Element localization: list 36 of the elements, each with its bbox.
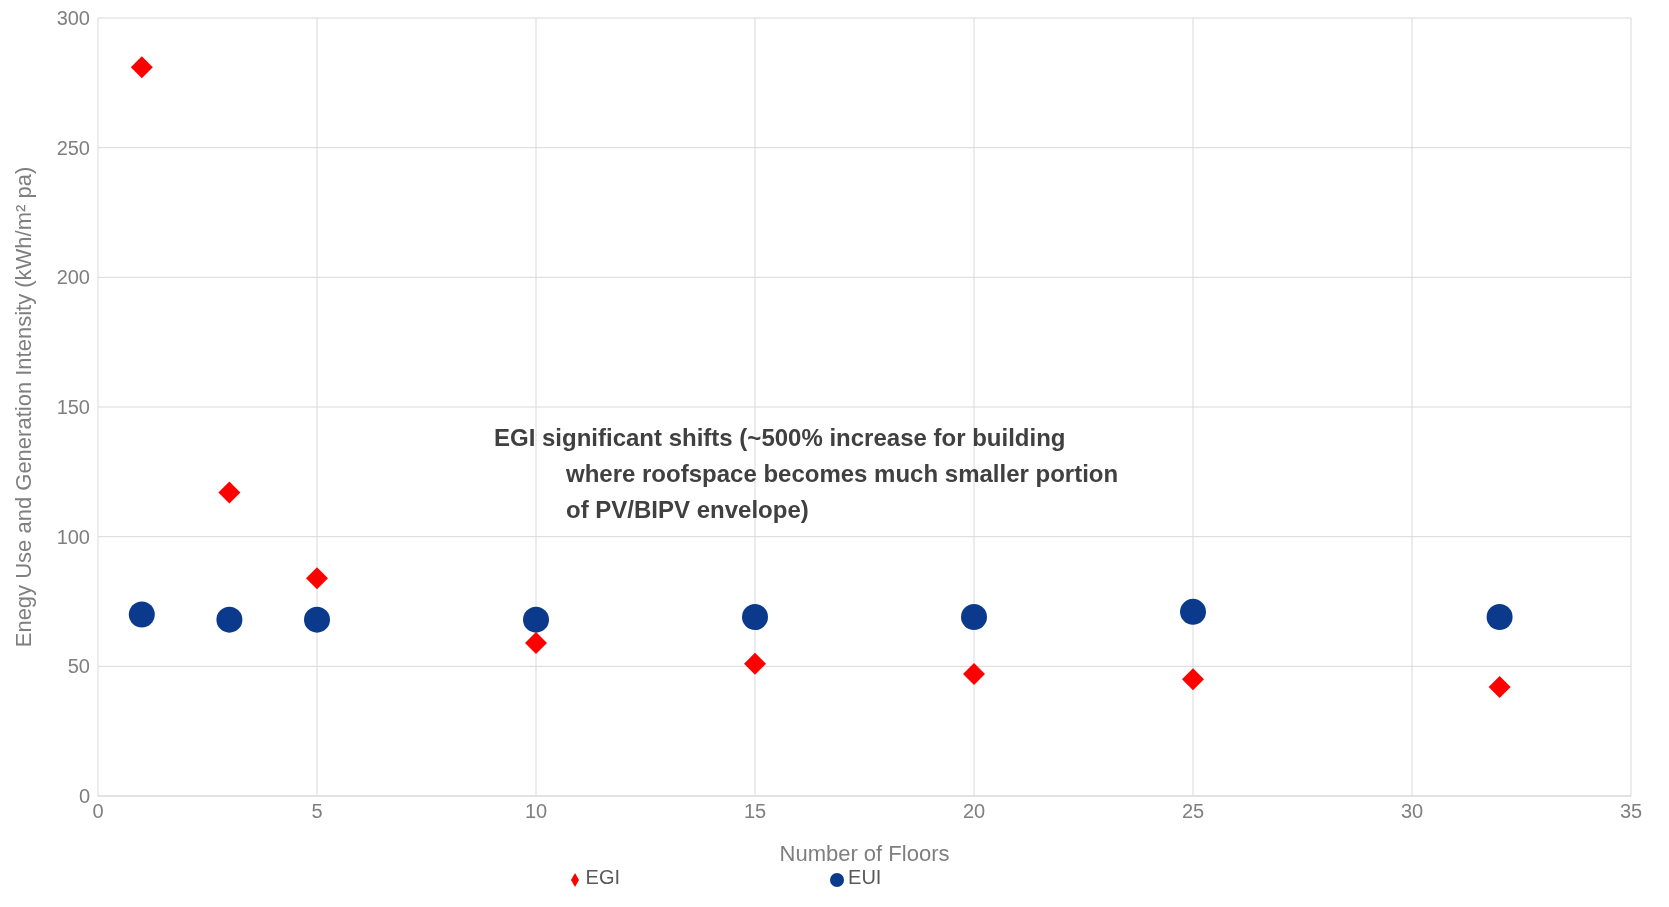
annotation: EGI significant shifts (~500% increase for building where roofspace becomes much smaller portion of PV/BIPV envelope)	[494, 423, 1119, 525]
y-tick-label: 50	[67, 655, 90, 678]
x-tick-label: 30	[1400, 800, 1424, 823]
y-tick-label: 200	[56, 266, 90, 289]
point	[961, 604, 987, 631]
legend-label: EGI	[585, 866, 621, 888]
x-axis-title: Number of Floors	[779, 841, 950, 866]
x-tick-label: 25	[1181, 800, 1205, 823]
legend-label: EUI	[848, 866, 882, 888]
point	[128, 601, 155, 628]
point	[523, 606, 549, 633]
x-tick-label: 35	[1619, 800, 1643, 823]
point	[1486, 604, 1513, 631]
y-tick-label: 100	[56, 525, 90, 548]
x-tick-label: 10	[524, 800, 548, 823]
point	[1182, 668, 1204, 691]
point	[525, 631, 547, 654]
point	[1180, 598, 1206, 625]
point	[742, 604, 768, 631]
y-tick-label: 250	[56, 136, 90, 159]
y-tick-label: 0	[78, 785, 90, 808]
x-tick-label: 0	[92, 800, 104, 823]
y-tick-label: 150	[56, 396, 90, 419]
x-tick-label: 20	[962, 800, 986, 823]
x-tick-label: 5	[311, 800, 323, 823]
point	[218, 481, 241, 504]
y-axis-title: Enegy Use and Generation Intensity (kWh/m² pa)	[10, 166, 36, 648]
point	[306, 567, 328, 590]
point	[963, 663, 985, 686]
point	[744, 652, 766, 675]
y-tick-label: 300	[56, 7, 90, 30]
point	[304, 606, 330, 633]
x-tick-label: 15	[743, 800, 767, 823]
point	[130, 56, 153, 79]
point	[1488, 676, 1511, 699]
point	[216, 606, 243, 633]
